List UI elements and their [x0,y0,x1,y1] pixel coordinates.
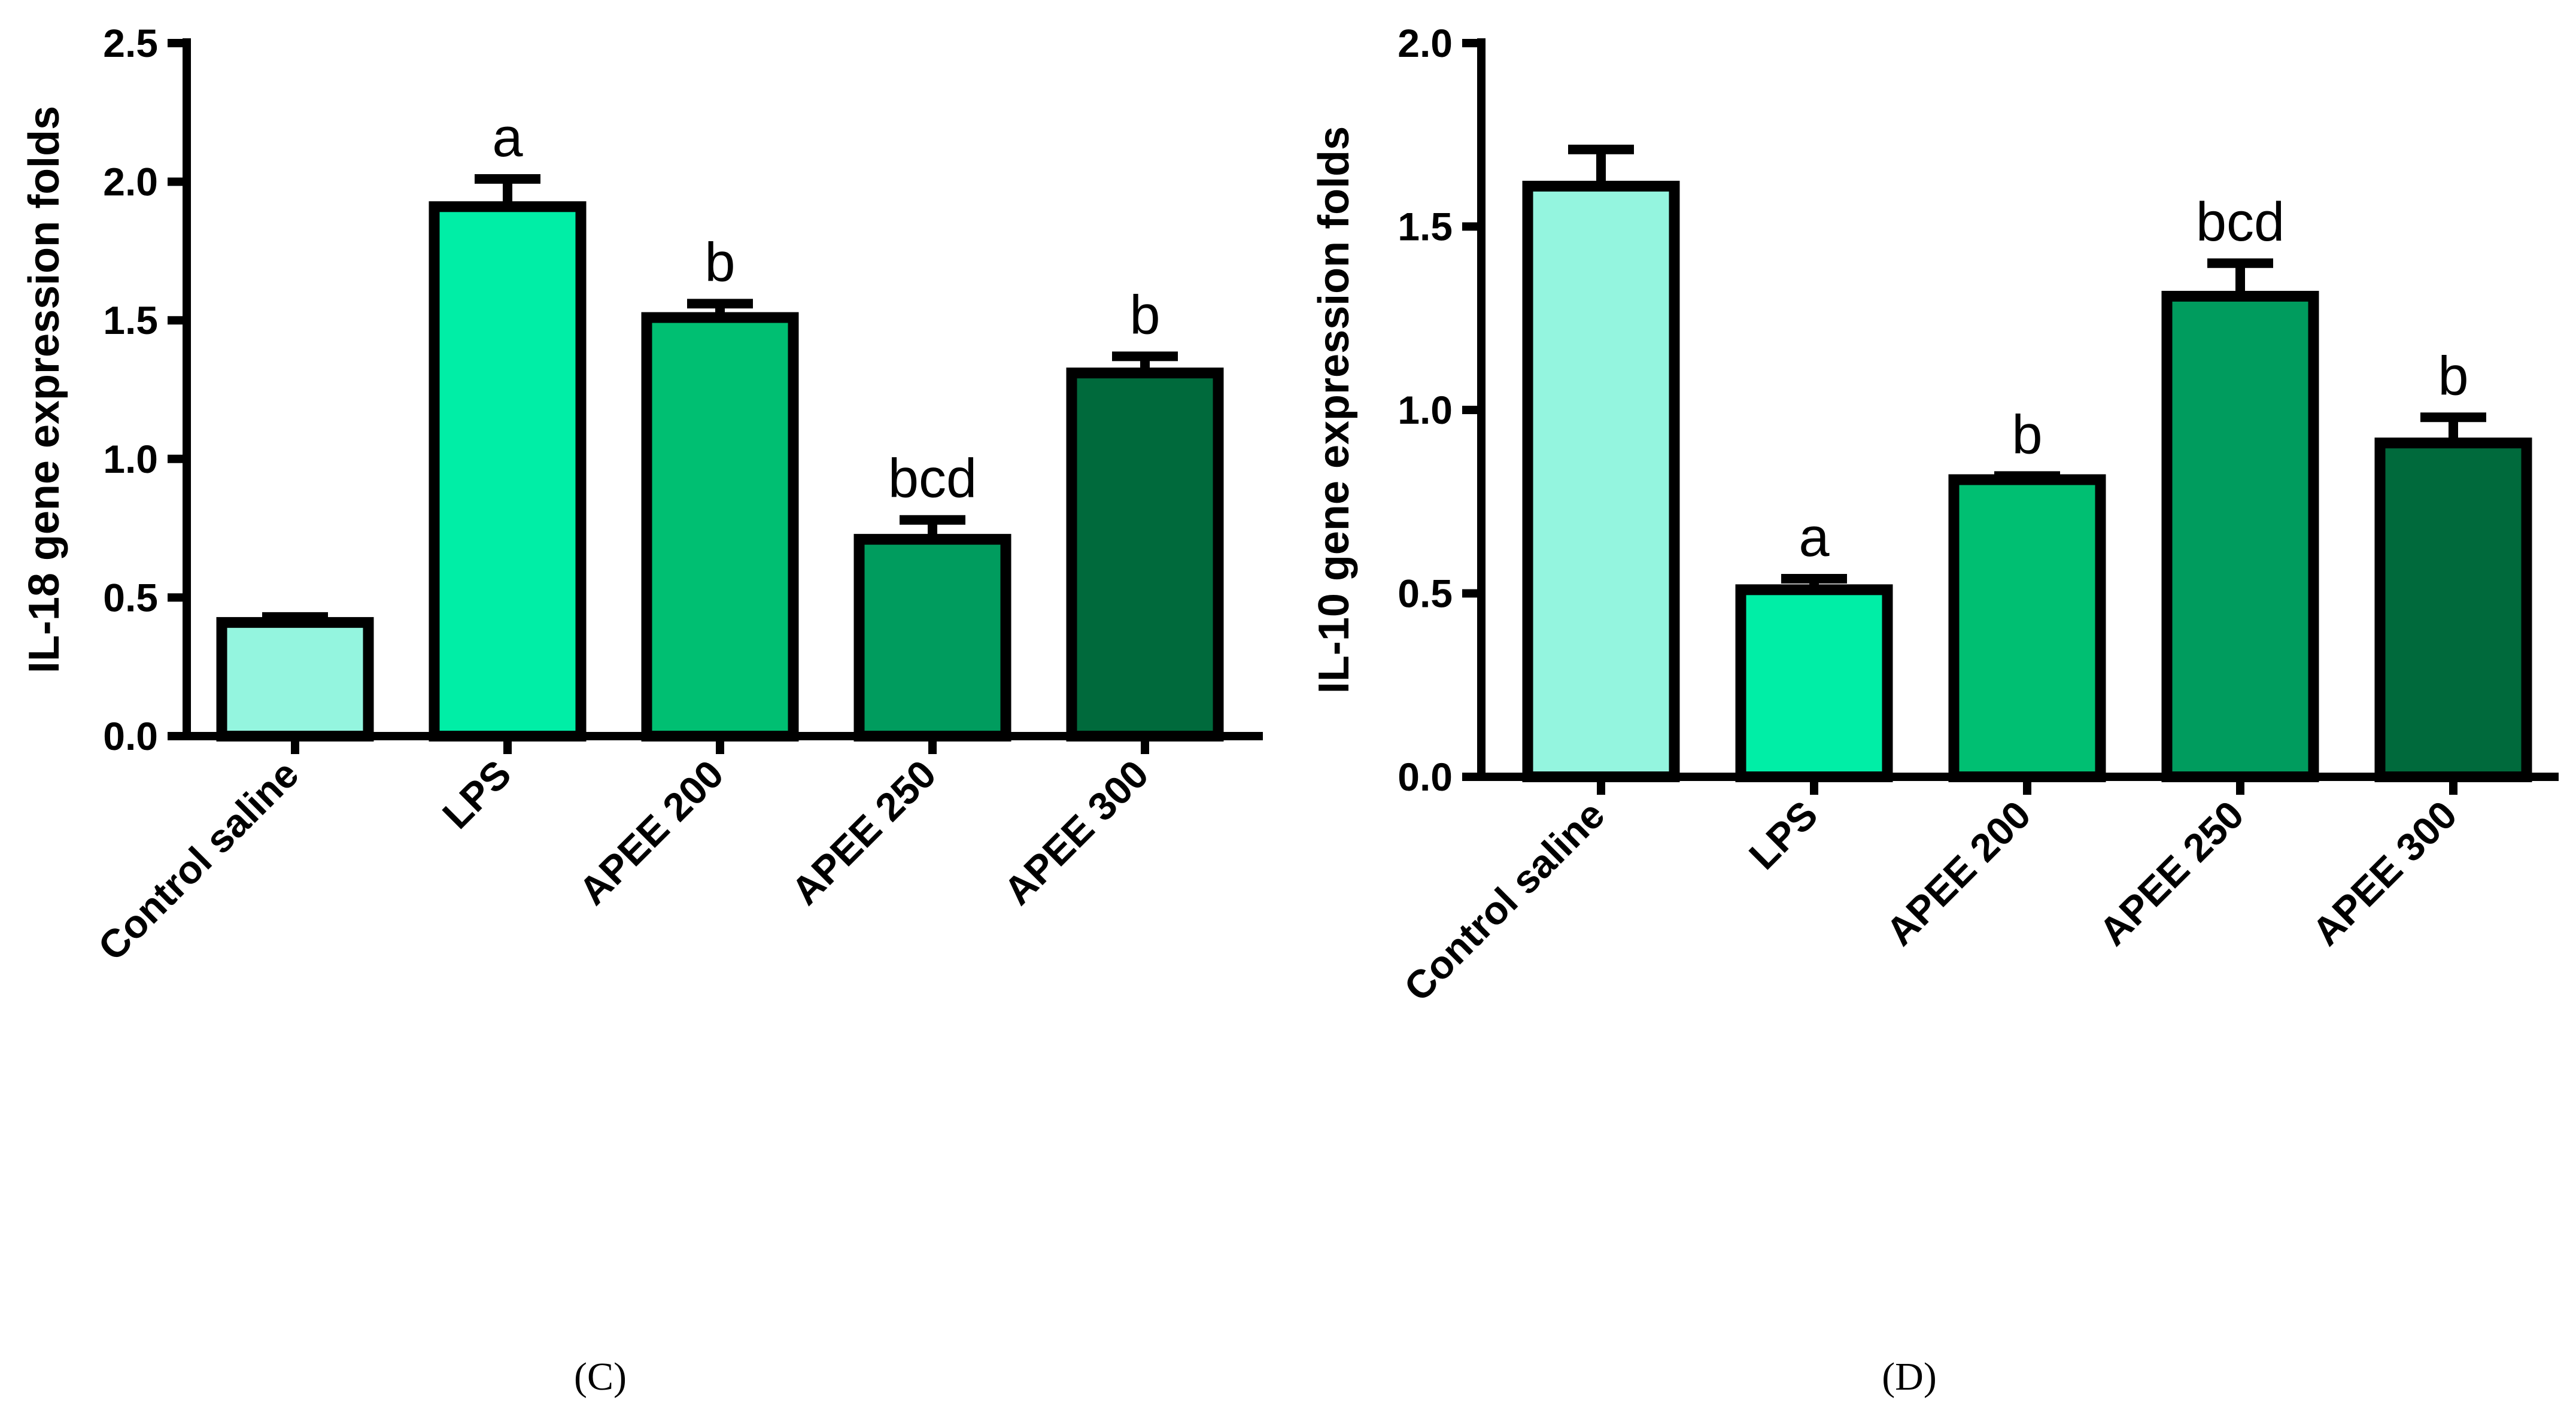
c-x-tick-label-0: Control saline [89,752,306,969]
d-x-tick-label-1: LPS [1740,792,1826,878]
chart-il18: Control saline a LPS b APEE 200 bcd APEE 250 b A… [20,21,1263,1399]
c-y-axis-label: IL-18 gene expression folds [20,106,68,673]
c-significance-label-2: b [704,232,735,293]
d-bar-4 [2374,437,2532,782]
c-significance-label-1: a [492,107,523,168]
c-bar-4 [1066,367,1224,742]
c-panel-label: (C) [574,1355,627,1399]
c-bar-3 [853,534,1011,742]
c-significance-label-4: b [1129,284,1160,345]
d-x-tick-label-4: APEE 300 [2304,792,2465,954]
d-significance-label-3: bcd [2196,192,2285,253]
d-bar-0 [1522,181,1680,782]
d-y-tick-label-3: 1.5 [1398,205,1453,249]
d-x-tick-label-2: APEE 200 [1878,792,2039,954]
c-y-tick-label-4: 2.0 [103,160,158,204]
d-significance-label-1: a [1799,507,1830,568]
c-significance-label-3: bcd [888,448,977,509]
d-significance-label-2: b [2012,404,2042,465]
c-y-tick-label-5: 2.5 [103,21,158,65]
d-bar-2 [1948,474,2106,782]
c-x-tick-label-3: APEE 250 [783,752,944,913]
d-y-tick-label-4: 2.0 [1398,21,1453,65]
d-bar-3 [2161,290,2319,783]
chart-il10: Control saline a LPS b APEE 200 bcd APEE 250 b A… [1310,21,2559,1399]
c-bar-0 [216,617,374,742]
d-panel-label: (D) [1882,1355,1937,1399]
d-y-axis-label: IL-10 gene expression folds [1310,126,1358,694]
d-y-tick-label-0: 0.0 [1398,755,1453,799]
c-x-tick-label-4: APEE 300 [995,752,1157,913]
c-y-tick-label-3: 1.5 [103,298,158,342]
d-y-tick-label-2: 1.0 [1398,388,1453,432]
d-x-tick-label-3: APEE 250 [2091,792,2252,954]
c-y-tick-label-0: 0.0 [103,714,158,758]
d-bar-1 [1735,584,1893,782]
d-x-tick-label-0: Control saline [1395,792,1612,1010]
c-x-tick-label-1: LPS [434,752,520,837]
c-y-tick-label-2: 1.0 [103,437,158,481]
c-bar-1 [429,201,587,742]
d-y-tick-label-1: 0.5 [1398,572,1453,616]
c-bar-2 [641,312,799,742]
d-significance-label-4: b [2438,345,2468,406]
c-y-tick-label-1: 0.5 [103,575,158,619]
c-x-tick-label-2: APEE 200 [570,752,732,913]
